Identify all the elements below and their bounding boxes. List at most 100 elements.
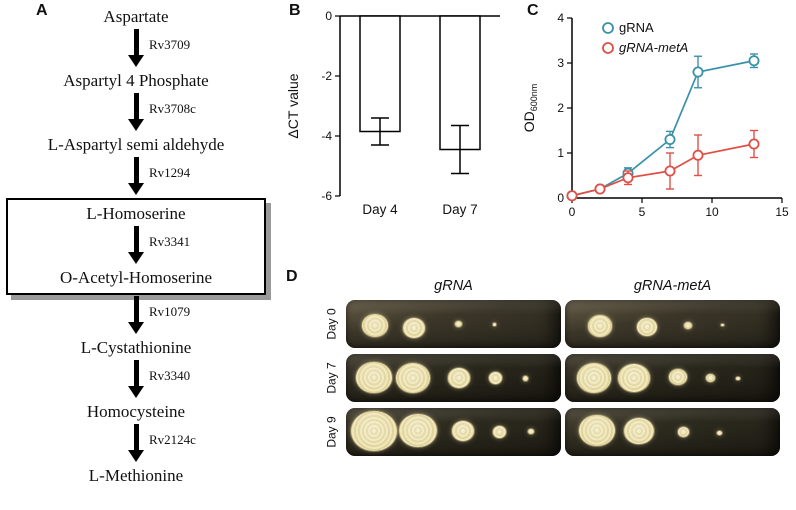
b-category-label: Day 4 <box>362 202 398 217</box>
down-arrow-icon <box>133 226 139 252</box>
colony <box>492 322 498 327</box>
b-category-label: Day 7 <box>442 202 477 217</box>
series-gRNA-metA <box>566 129 760 202</box>
enzyme-label: Rv2124c <box>149 432 196 447</box>
b-ylabel: ΔCT value <box>285 73 301 138</box>
down-arrow-icon <box>133 296 139 322</box>
panel-b-label: B <box>289 2 301 19</box>
plate-column-headers: gRNA gRNA-metA <box>322 278 796 296</box>
down-arrow-icon <box>133 29 139 55</box>
colony <box>361 313 390 339</box>
colony <box>453 320 463 329</box>
panel-a-label: A <box>36 2 48 19</box>
down-arrow-icon <box>133 424 139 450</box>
enzyme-label: Rv1079 <box>149 304 191 319</box>
compound-label: Aspartyl 4 Phosphate <box>63 71 209 90</box>
bar <box>359 15 401 133</box>
pathway-arrow: Rv3708c <box>0 93 272 133</box>
c-ylabel: OD600nm <box>521 84 539 133</box>
c-ytick-label: 3 <box>557 56 564 70</box>
compound-label: O-Acetyl-Homoserine <box>59 268 212 287</box>
colony <box>704 373 716 384</box>
colony <box>668 368 689 387</box>
header-spacer <box>322 278 342 296</box>
enzyme-label: Rv3340 <box>149 368 191 383</box>
legend: gRNA gRNA-metA <box>602 20 688 55</box>
series-gRNA <box>566 53 760 202</box>
b-ytick-label: 0 <box>325 9 332 23</box>
row-label-text: Day 7 <box>325 362 340 394</box>
error-bar <box>451 124 469 175</box>
compound-label: L-Methionine <box>88 466 184 485</box>
b-ytick-label: -6 <box>321 189 332 203</box>
colony <box>676 426 690 438</box>
data-point <box>748 138 760 150</box>
enzyme-label: Rv3709 <box>149 37 191 52</box>
panel-c-label: C <box>527 2 539 19</box>
data-point <box>664 165 676 177</box>
c-ytick-label: 0 <box>557 191 564 205</box>
colony <box>683 321 694 331</box>
colony <box>623 416 656 446</box>
dct-bar-chart: 0 -2 -4 -6 ΔCT value Day 4 Day 7 <box>285 9 500 217</box>
pathway-arrow: Rv3709 <box>0 29 272 69</box>
colony <box>734 375 741 382</box>
colony <box>447 367 472 389</box>
colony <box>354 360 393 395</box>
colony <box>586 314 613 338</box>
colony <box>522 375 530 382</box>
colony <box>397 412 438 449</box>
column-header-grna-meta: gRNA-metA <box>633 278 712 294</box>
error-bar <box>371 117 389 146</box>
compound-label: L-Cystathionine <box>80 338 192 357</box>
enzyme-label: Rv3341 <box>149 234 191 249</box>
data-point <box>622 172 634 184</box>
data-point <box>692 66 704 78</box>
down-arrow-icon <box>133 360 139 386</box>
colony <box>451 420 476 442</box>
pathway: Aspartate Rv3709 Aspartyl 4 Phosphate Rv370… <box>0 0 272 487</box>
c-axes: 0 1 2 3 4 0 5 10 15 <box>557 11 789 219</box>
colony <box>395 361 432 394</box>
colony <box>635 317 658 337</box>
data-point <box>692 149 704 161</box>
plate-photo <box>346 408 561 456</box>
b-ytick-label: -2 <box>321 69 332 83</box>
colony <box>526 428 535 436</box>
data-point <box>594 183 606 195</box>
colony <box>719 322 725 328</box>
compound-label: L-Aspartyl semi aldehyde <box>47 135 225 154</box>
c-ytick-label: 4 <box>557 11 564 25</box>
colony <box>487 371 503 385</box>
c-xtick-label: 15 <box>775 205 789 219</box>
pathway-arrow: Rv3341 <box>8 226 264 266</box>
pathway-arrow: Rv3340 <box>0 360 272 400</box>
colony <box>401 317 426 339</box>
compound-label: Homocysteine <box>86 402 186 421</box>
c-ytick-label: 1 <box>557 146 564 160</box>
growth-curve-chart: 0 1 2 3 4 0 5 10 15 OD600nm gRNA gRNA-metA <box>521 11 789 219</box>
legend-label: gRNA-metA <box>619 40 688 55</box>
plate-row: Day 9 <box>322 408 796 456</box>
plate-photo <box>346 300 561 348</box>
down-arrow-icon <box>133 93 139 119</box>
row-label-text: Day 0 <box>325 308 340 340</box>
legend-marker <box>602 42 614 54</box>
plate-photo <box>565 408 780 456</box>
pathway-highlight-box: L-Homoserine Rv3341 O-Acetyl-Homoserine <box>6 198 266 295</box>
colony <box>616 362 651 393</box>
c-xtick-label: 0 <box>569 205 576 219</box>
data-point <box>664 133 676 145</box>
plate-row: Day 7 <box>322 354 796 402</box>
legend-label: gRNA <box>619 20 654 35</box>
panel-d: D gRNA gRNA-metA Day 0 Day 7 Day 9 <box>282 252 796 510</box>
colony <box>350 409 399 453</box>
plate-grid: Day 0 Day 7 Day 9 <box>322 300 796 456</box>
plate-row: Day 0 <box>322 300 796 348</box>
compound-label: Aspartate <box>103 7 169 26</box>
pathway-arrow: Rv1079 <box>0 296 272 336</box>
row-label: Day 0 <box>322 300 342 348</box>
c-xtick-label: 10 <box>705 205 719 219</box>
compound-label: L-Homoserine <box>86 204 186 223</box>
